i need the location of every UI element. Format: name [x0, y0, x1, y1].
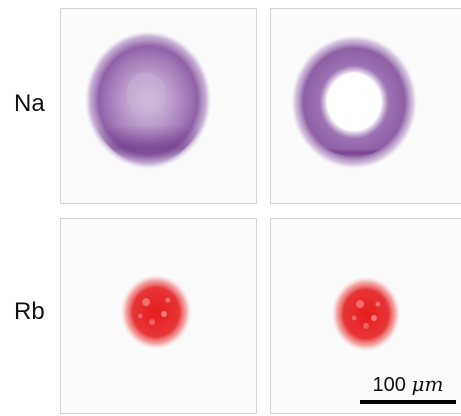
- rb-image-panel-2: [270, 218, 461, 414]
- rb-cloud-image-1: [120, 274, 192, 350]
- rb-image-panel-1: [60, 218, 257, 414]
- na-cloud-image-1: [84, 30, 212, 170]
- na-image-panel-2: [270, 8, 461, 204]
- na-image-panel-1: [60, 8, 257, 204]
- scale-bar-label: 100 μm: [360, 374, 456, 395]
- scale-bar-value: 100: [372, 374, 406, 396]
- na-cloud-image-2: [290, 34, 418, 170]
- rb-cloud-image-2: [331, 276, 401, 352]
- scale-bar: 100 μm: [360, 374, 456, 404]
- scale-bar-unit: μm: [411, 372, 444, 396]
- row-label-rb: Rb: [14, 298, 45, 325]
- scale-bar-line: [360, 400, 456, 404]
- row-label-na: Na: [14, 90, 45, 117]
